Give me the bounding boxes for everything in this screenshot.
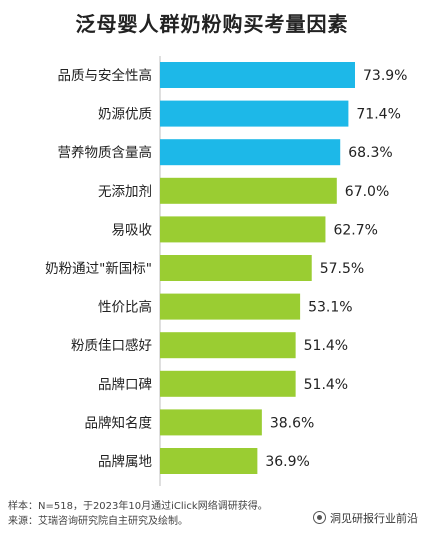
bar	[160, 100, 349, 127]
bar	[160, 293, 301, 320]
value-label: 62.7%	[333, 222, 377, 238]
value-label: 73.9%	[363, 68, 407, 84]
bar	[160, 370, 296, 397]
footer-sample: 样本：N=518，于2023年10月通过iClick网络调研获得。	[8, 501, 268, 512]
watermark-text: 洞见研报行业前沿	[330, 512, 418, 525]
value-label: 51.4%	[304, 338, 348, 354]
value-label: 51.4%	[304, 377, 348, 393]
category-label: 品牌属地	[98, 453, 152, 470]
value-label: 53.1%	[308, 300, 352, 316]
bar	[160, 255, 312, 281]
value-label: 57.5%	[320, 261, 364, 277]
bar	[160, 216, 326, 243]
category-label: 奶源优质	[98, 107, 152, 123]
category-label: 易吸收	[112, 222, 153, 238]
footer-source: 来源：艾瑞咨询研究院自主研究及绘制。	[8, 516, 188, 527]
bar	[160, 139, 341, 166]
category-label: 品质与安全性高	[58, 67, 153, 84]
bar-chart: 品质与安全性高 73.9% 奶源优质 71.4% 营养物质含量高 68.3% 无添加剂 67.…	[45, 56, 407, 486]
bar	[160, 177, 337, 204]
value-label: 68.3%	[348, 145, 392, 161]
category-label: 奶粉通过"新国标"	[45, 261, 152, 277]
category-label: 无添加剂	[98, 184, 152, 200]
value-label: 36.9%	[265, 454, 309, 470]
category-label: 营养物质含量高	[58, 144, 153, 161]
category-label: 品牌知名度	[85, 414, 153, 431]
watermark: 洞见研报行业前沿	[313, 510, 418, 526]
category-label: 粉质佳口感好	[71, 337, 152, 354]
value-label: 71.4%	[356, 107, 400, 123]
category-label: 性价比高	[98, 299, 152, 316]
bar	[160, 62, 355, 88]
category-label: 品牌口碑	[98, 376, 152, 393]
bar	[160, 409, 262, 436]
value-label: 38.6%	[270, 415, 314, 431]
bar	[160, 332, 296, 359]
chart-title: 泛母婴人群奶粉购买考量因素	[75, 12, 349, 36]
value-label: 67.0%	[345, 184, 389, 200]
wechat-icon	[313, 511, 326, 524]
bar	[160, 448, 258, 474]
